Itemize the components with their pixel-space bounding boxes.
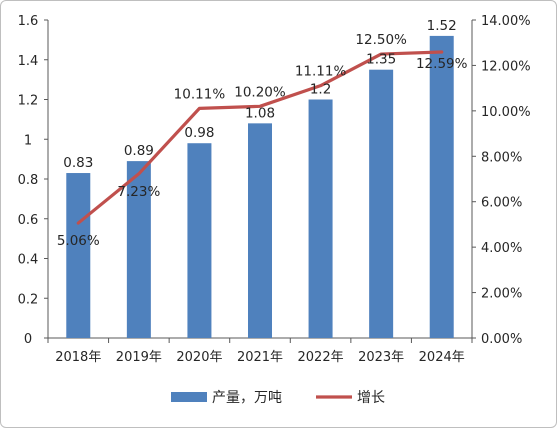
right-tick-label: 6.00%	[481, 196, 522, 211]
right-tick-label: 14.00%	[481, 14, 531, 29]
line-series	[76, 50, 444, 225]
bar	[369, 69, 394, 338]
left-tick-label: 1.4	[18, 54, 39, 69]
growth-line	[76, 50, 444, 225]
left-tick-label: 0.8	[18, 173, 39, 188]
left-tick-label: 1.2	[18, 94, 39, 109]
bar-value-label: 0.83	[63, 155, 93, 171]
line-value-label: 5.06%	[57, 233, 100, 249]
bar	[429, 35, 454, 339]
line-value-label: 11.11%	[295, 64, 347, 80]
x-tick-label: 2019年	[116, 350, 162, 365]
bar	[248, 123, 272, 338]
right-tick-label: 10.00%	[481, 105, 531, 120]
bar-value-label: 0.98	[184, 125, 214, 141]
line-value-label: 12.59%	[416, 56, 468, 72]
bar-value-label: 1.08	[245, 105, 275, 121]
legend-bar-label: 产量，万吨	[212, 390, 282, 406]
legend-bar-swatch	[171, 392, 207, 402]
line-value-label: 12.50%	[355, 32, 407, 48]
x-tick-label: 2022年	[298, 350, 344, 365]
x-tick-label: 2020年	[176, 350, 222, 365]
bar-value-label: 1.2	[310, 82, 331, 98]
right-tick-label: 8.00%	[481, 150, 522, 165]
data-labels: 0.83 0.89 0.98 1.08 1.2 1.35 1.52 5.06% 7.23% 10.…	[57, 18, 468, 249]
legend: 产量，万吨 增长	[171, 390, 385, 406]
bar-value-label: 1.52	[427, 18, 457, 34]
bar	[66, 173, 91, 338]
left-tick-label: 0	[24, 332, 32, 347]
line-value-label: 10.20%	[234, 84, 286, 100]
bar	[308, 99, 333, 338]
left-tick-label: 0.2	[18, 292, 39, 307]
right-tick-label: 2.00%	[481, 287, 522, 302]
legend-line-label: 增长	[357, 390, 385, 406]
x-tick-label: 2021年	[237, 350, 283, 365]
bar	[187, 143, 212, 338]
bar-series	[66, 35, 454, 339]
bar-value-label: 0.89	[124, 143, 154, 159]
bar-value-label: 1.35	[366, 52, 396, 68]
x-tick-label: 2024年	[419, 350, 465, 365]
x-tick-label: 2018年	[55, 350, 101, 365]
line-value-label: 10.11%	[174, 86, 226, 102]
line-value-label: 7.23%	[117, 184, 160, 200]
left-tick-label: 1.6	[18, 14, 39, 29]
right-tick-label: 12.00%	[481, 59, 531, 74]
x-tick-label: 2023年	[358, 350, 404, 365]
left-tick-label: 0.6	[18, 213, 39, 228]
axes-layer: 0 0.2 0.4 0.6 0.8 1 1.2 1.4 1.6 0.00% 2.00% 4.00% 6.…	[18, 14, 531, 365]
left-tick-label: 1	[24, 133, 32, 148]
right-tick-label: 0.00%	[481, 332, 522, 347]
left-tick-label: 0.4	[18, 253, 39, 268]
bar	[126, 161, 151, 338]
right-tick-label: 4.00%	[481, 241, 522, 256]
